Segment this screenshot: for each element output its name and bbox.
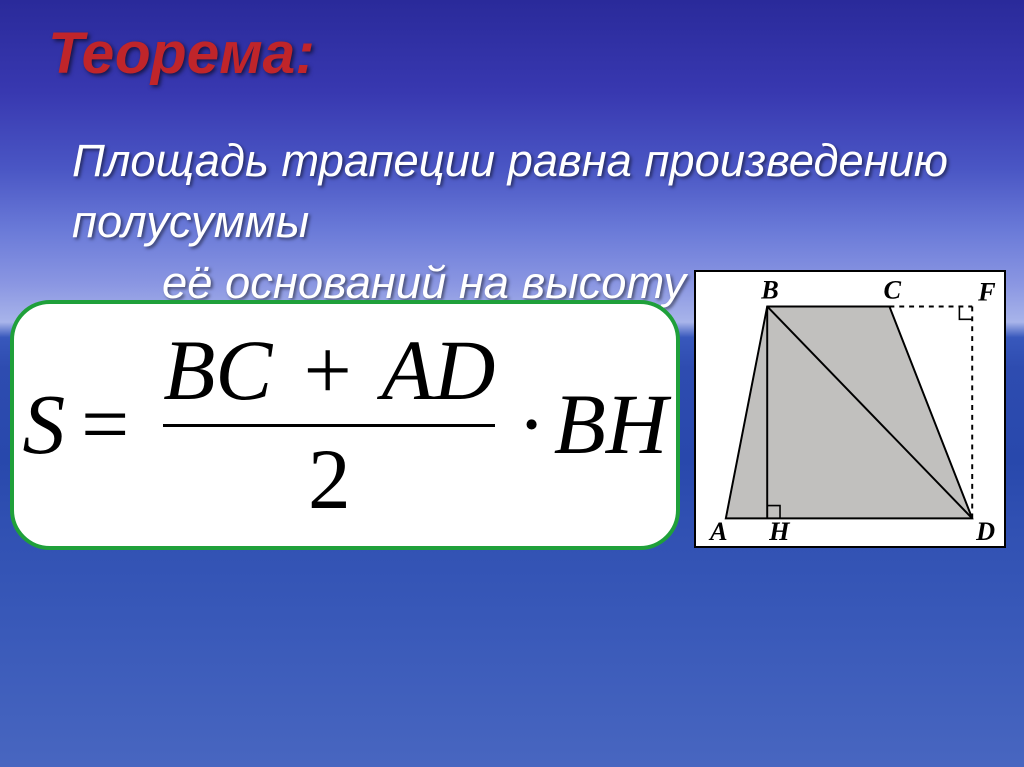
- slide: Теорема: Площадь трапеции равна произвед…: [0, 0, 1024, 767]
- svg-text:B: B: [760, 276, 779, 305]
- fraction: BC + AD 2: [163, 322, 495, 529]
- numerator-right: AD: [382, 324, 496, 418]
- plus-sign: +: [304, 324, 352, 418]
- denominator: 2: [308, 431, 351, 529]
- numerator: BC + AD: [163, 322, 495, 420]
- theorem-line-1: Площадь трапеции равна произведению полу…: [72, 135, 948, 247]
- formula-right: BH: [554, 376, 668, 474]
- formula-S: S: [22, 376, 65, 474]
- numerator-left: BC: [163, 324, 272, 418]
- fraction-line: [163, 424, 495, 427]
- svg-text:F: F: [977, 278, 996, 307]
- formula-box: S = BC + AD 2 · BH: [10, 300, 680, 550]
- formula: S = BC + AD 2 · BH: [22, 322, 667, 529]
- equals-sign: =: [81, 376, 129, 474]
- svg-text:H: H: [768, 517, 791, 546]
- dot-sign: ·: [517, 376, 545, 474]
- diagram-svg: A B C D H F: [696, 272, 1004, 546]
- svg-text:C: C: [884, 276, 902, 305]
- svg-text:D: D: [975, 517, 995, 546]
- slide-title: Теорема:: [48, 20, 315, 87]
- svg-text:A: A: [708, 517, 728, 546]
- trapezoid-diagram: A B C D H F: [694, 270, 1006, 548]
